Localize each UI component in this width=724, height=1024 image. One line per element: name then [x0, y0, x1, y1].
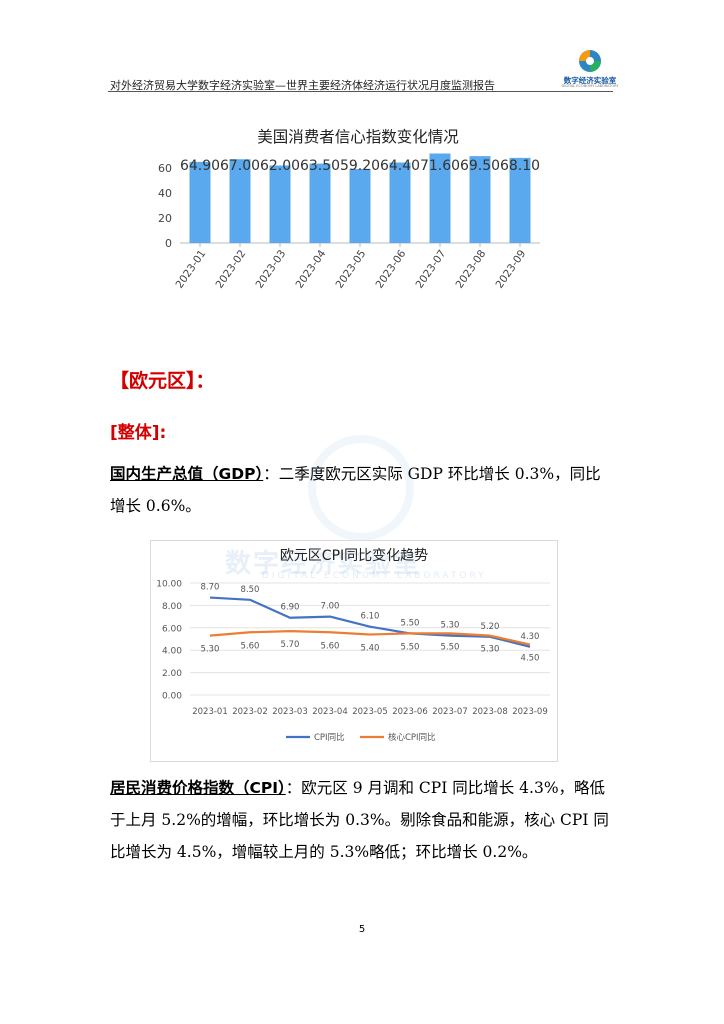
cpi-data-label: 5.20: [481, 622, 500, 632]
cpi-chart-title: 欧元区CPI同比变化趋势: [279, 548, 429, 564]
us-y-tick-label: 60: [158, 162, 172, 175]
cpi-y-tick-label: 2.00: [162, 669, 182, 679]
cpi-term: 居民消费价格指数（CPI）: [110, 779, 286, 797]
watermark-title: 数字经济实验室: [225, 549, 422, 579]
core-cpi-data-label: 5.50: [401, 642, 420, 652]
core-cpi-data-label: 5.60: [241, 641, 260, 651]
cpi-x-tick-label: 2023-06: [392, 707, 428, 717]
cpi-text: ：欧元区 9 月调和 CPI 同比增长 4.3%，略低于上月 5.2%的增幅，环…: [110, 779, 609, 861]
core-cpi-data-label: 5.30: [201, 645, 220, 655]
us-y-tick-label: 0: [165, 237, 172, 250]
cpi-data-label: 7.00: [321, 602, 340, 612]
us-bar-data-label: 59.20: [340, 158, 380, 174]
core-cpi-data-label: 5.60: [321, 641, 340, 651]
us-bar-data-label: 69.50: [460, 158, 500, 174]
overall-subheading: [整体]:: [110, 423, 167, 443]
us-bar: [349, 169, 371, 243]
cpi-x-tick-label: 2023-04: [312, 707, 348, 717]
cpi-x-tick-label: 2023-01: [192, 707, 228, 717]
core-cpi-data-label: 5.30: [481, 645, 500, 655]
cpi-paragraph: 居民消费价格指数（CPI）：欧元区 9 月调和 CPI 同比增长 4.3%，略低…: [110, 772, 610, 868]
us-bar: [229, 159, 251, 243]
us-x-tick-label: 2023-02: [213, 248, 248, 291]
us-bar-data-label: 67.00: [220, 158, 260, 174]
core-cpi-legend-label: 核心CPI同比: [388, 732, 436, 743]
us-bar: [269, 165, 291, 243]
us-x-tick-label: 2023-07: [413, 248, 448, 291]
report-header: 对外经济贸易大学数字经济实验室—世界主要经济体经济运行状况月度监测报告: [110, 79, 495, 92]
us-x-tick-label: 2023-01: [173, 248, 208, 291]
watermark-globe-icon: [308, 435, 414, 541]
us-bar: [469, 156, 491, 243]
cpi-data-label: 8.50: [241, 585, 260, 595]
cpi-y-tick-label: 4.00: [162, 647, 182, 657]
cpi-y-tick-label: 8.00: [162, 602, 182, 612]
cpi-data-label: 6.90: [281, 603, 300, 613]
lab-logo-icon: [579, 50, 601, 72]
logo-subtext: DIGITAL ECONOMY LABORATORY: [561, 84, 619, 88]
core-cpi-data-label: 5.40: [361, 644, 380, 654]
us-x-tick-label: 2023-06: [373, 248, 408, 291]
us-bar: [189, 161, 211, 243]
us-x-tick-label: 2023-05: [333, 248, 368, 291]
us-bar: [389, 162, 411, 243]
us-bar-data-label: 64.40: [380, 158, 420, 174]
cpi-y-tick-label: 6.00: [162, 624, 182, 634]
cpi-data-label: 5.50: [401, 618, 420, 628]
euro-area-heading: 【欧元区】：: [110, 370, 215, 392]
us-bar: [509, 157, 531, 243]
cpi-data-label: 8.70: [201, 583, 220, 593]
cpi-legend-label: CPI同比: [314, 732, 345, 743]
us-consumer-confidence-chart: 美国消费者信心指数变化情况 0 20 40 60 64.90 2023-01 67.00 202…: [158, 128, 540, 291]
watermark-subtitle: DIGITAL ECONOMY LABORATORY: [262, 571, 487, 581]
cpi-y-tick-label: 10.00: [156, 580, 182, 590]
cpi-data-label: 4.30: [521, 632, 540, 642]
us-bar: [309, 163, 331, 243]
us-x-tick-label: 2023-09: [493, 248, 528, 291]
us-bar-data-label: 62.00: [260, 158, 300, 174]
cpi-x-tick-label: 2023-03: [272, 707, 308, 717]
cpi-x-tick-label: 2023-07: [432, 707, 468, 717]
us-bar: [429, 153, 451, 243]
cpi-series-line: [209, 596, 531, 648]
us-y-tick-label: 20: [158, 212, 172, 225]
cpi-data-label: 5.30: [441, 621, 460, 631]
core-cpi-series-line: [209, 630, 531, 646]
us-y-tick-label: 40: [158, 187, 172, 200]
us-x-tick-label: 2023-08: [453, 248, 488, 291]
cpi-x-tick-label: 2023-09: [512, 707, 548, 717]
core-cpi-data-label: 5.50: [441, 642, 460, 652]
euro-cpi-chart: 0.00 2.00 4.00 6.00 8.00 10.00 2023-01 2023-02 2…: [150, 540, 558, 762]
gdp-term: 国内生产总值（GDP）: [110, 465, 264, 483]
core-cpi-data-label: 4.50: [521, 654, 540, 664]
us-bar-data-label: 64.90: [180, 158, 220, 174]
us-bar-data-label: 63.50: [300, 158, 340, 174]
cpi-y-tick-label: 0.00: [162, 692, 182, 702]
us-x-tick-label: 2023-04: [293, 248, 328, 291]
cpi-data-label: 6.10: [361, 612, 380, 622]
page-number: 5: [358, 924, 366, 935]
core-cpi-data-label: 5.70: [281, 640, 300, 650]
logo-text: 数字经济实验室: [563, 76, 617, 85]
cpi-x-tick-label: 2023-02: [232, 707, 268, 717]
cpi-x-tick-label: 2023-08: [472, 707, 508, 717]
us-x-tick-label: 2023-03: [253, 248, 288, 291]
us-chart-title: 美国消费者信心指数变化情况: [257, 128, 459, 146]
header-divider: [108, 91, 613, 92]
cpi-chart-frame: [150, 540, 558, 762]
us-bar-data-label: 71.60: [420, 158, 460, 174]
cpi-x-tick-label: 2023-05: [352, 707, 388, 717]
us-bar-data-label: 68.10: [500, 158, 540, 174]
